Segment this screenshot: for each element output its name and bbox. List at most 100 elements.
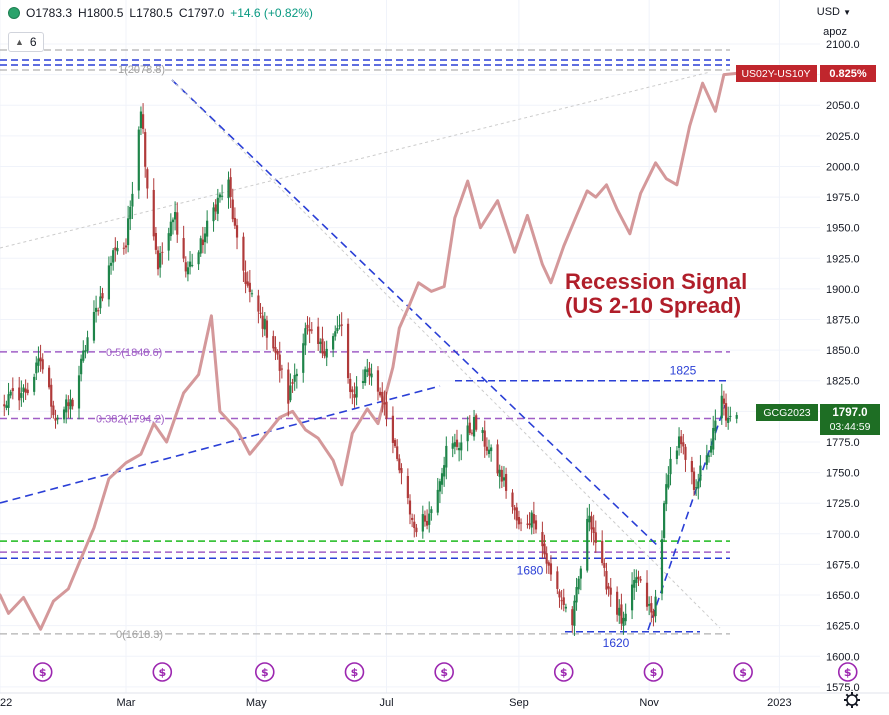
candle-body [353, 394, 356, 398]
candle-body [724, 403, 728, 421]
trend-line-ascending [0, 385, 441, 504]
candle-body [302, 343, 305, 373]
candle-body [560, 600, 563, 602]
candle-body [48, 367, 51, 388]
candle-body [699, 465, 702, 481]
candle-body [82, 350, 85, 361]
candle-body [601, 540, 604, 564]
candle-body [54, 418, 57, 421]
fib-label-0.382: 0.382(1794.2) [96, 413, 165, 425]
candle-body [259, 312, 262, 314]
candle-body [383, 402, 386, 405]
x-tick-label: Mar [117, 697, 136, 709]
candle-body [5, 405, 8, 408]
candle-body [71, 399, 74, 407]
candle-body [22, 387, 25, 392]
candle-body [515, 507, 518, 521]
spread-value-label: 0.825% [829, 68, 867, 80]
candle-body [216, 197, 219, 214]
event-icon-glyph: $ [844, 666, 852, 679]
settings-gear-icon[interactable] [844, 692, 860, 708]
candle-body [351, 389, 354, 393]
price-symbol-bg [756, 404, 818, 421]
event-icon-glyph: $ [39, 666, 47, 679]
currency-selector[interactable]: USD ▼ [817, 6, 851, 18]
y-tick-label: 1625.0 [826, 621, 860, 633]
candle-body [346, 323, 350, 379]
candle-body [174, 212, 177, 220]
gear-tooth [854, 693, 859, 698]
candle-body [588, 515, 591, 523]
candle-body [586, 518, 589, 571]
y-tick-label: 1775.0 [826, 437, 860, 449]
fib-label-1: 1(2078.8) [118, 64, 165, 76]
time-axis[interactable]: 2022 Mar May Jul Sep Nov 2023 [0, 692, 889, 709]
y-tick-label: 2000.0 [826, 161, 860, 173]
candle-body [470, 432, 474, 434]
candle-body [325, 348, 328, 358]
candle-body [107, 265, 111, 300]
candle-body [490, 447, 493, 452]
candle-body [336, 327, 339, 332]
candle-body [97, 310, 100, 312]
candle-body [124, 245, 128, 248]
y-tick-label: 1650.0 [826, 590, 860, 602]
event-icon [553, 662, 574, 682]
candle-body [577, 578, 580, 590]
price-value-bg [820, 404, 880, 435]
event-icon-glyph: $ [650, 666, 658, 679]
candle-body [573, 600, 576, 626]
x-tick-label: 2022 [0, 697, 12, 709]
candle-body [364, 369, 367, 383]
candle-body [421, 514, 424, 532]
candle-body [485, 446, 488, 451]
candle-body [684, 446, 687, 460]
candle-body [660, 539, 664, 594]
spread-value-badge: US02Y-US10Y 0.825% [736, 65, 876, 82]
price-axis[interactable]: 1575.0 1600.0 1625.0 1650.0 1675.0 1700.0 1725… [820, 0, 889, 715]
fib-diagonal-cross [171, 79, 721, 629]
candle-body [592, 527, 595, 534]
candle-body [349, 378, 352, 392]
spread-line-layer [0, 71, 737, 631]
y-tick-label: 1950.0 [826, 223, 860, 235]
candle-body [654, 596, 657, 617]
candle-body [112, 250, 115, 263]
candle-body [483, 430, 486, 447]
level-labels-layer: 1(2078.8) 0.5(1848.6) 0.382(1794.2) 0(1618.… [96, 64, 747, 650]
event-icon [837, 662, 858, 682]
candle-body [65, 399, 68, 413]
fib-label-0: 0(1618.3) [116, 629, 163, 641]
candle-body [547, 562, 550, 566]
event-icon-glyph: $ [158, 666, 166, 679]
indicator-toggle-button[interactable]: ▲ 6 [8, 32, 44, 52]
candle-body [56, 417, 59, 420]
candle-body [511, 492, 514, 508]
candle-body [212, 207, 215, 222]
candle-body [127, 218, 130, 246]
events-layer: $ $ $ $ $ $ $ $ $ [32, 662, 858, 682]
scale-mode-label[interactable]: apoz [823, 26, 847, 38]
candle-body [338, 325, 341, 327]
y-tick-label: 1975.0 [826, 192, 860, 204]
candle-body [101, 293, 104, 299]
price-value-label: 1797.0 [832, 407, 867, 419]
candle-body [396, 446, 399, 459]
candle-body [440, 473, 444, 485]
candle-body [445, 445, 448, 468]
candle-body [677, 436, 681, 448]
legend-close: C1797.0 [178, 6, 225, 20]
candle-body [137, 129, 140, 191]
candle-body [191, 264, 194, 266]
candle-body [11, 388, 14, 392]
candle-body [423, 515, 427, 522]
candle-body [250, 293, 254, 295]
candle-body [517, 517, 521, 525]
spread-symbol-bg [736, 65, 817, 82]
candle-body [169, 221, 172, 237]
candle-body [680, 436, 683, 445]
y-tick-label: 1600.0 [826, 651, 860, 663]
candle-body [278, 354, 281, 371]
candle-body [248, 282, 251, 293]
